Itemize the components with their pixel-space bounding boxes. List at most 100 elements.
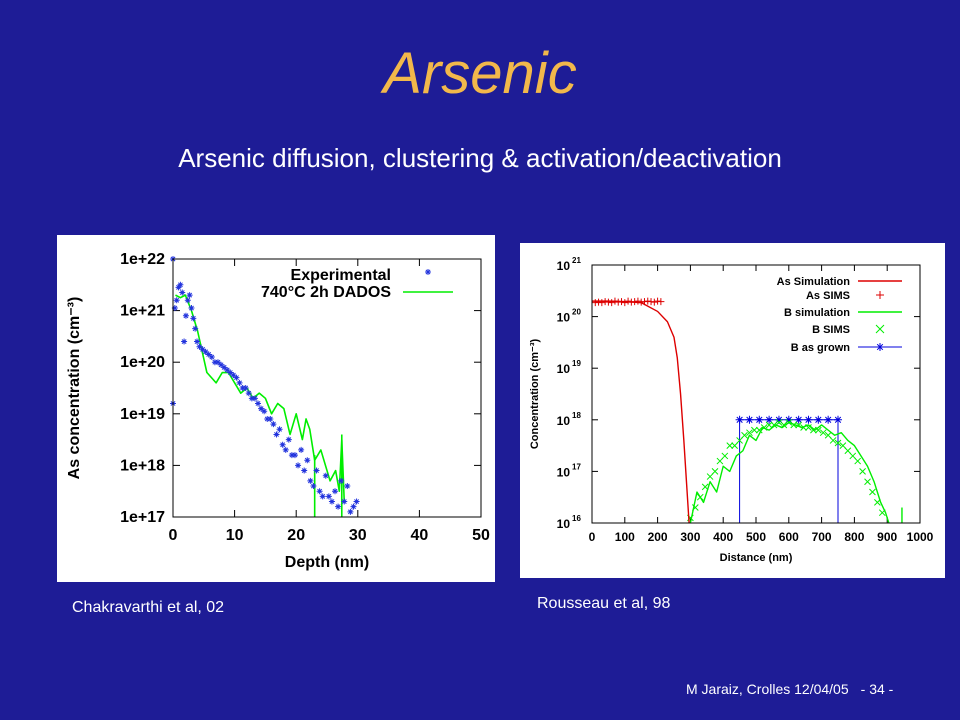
b-sims-point xyxy=(859,468,866,475)
b-sims-point xyxy=(775,419,783,426)
experimental-point xyxy=(255,400,262,407)
b-sims-point xyxy=(839,442,847,449)
y-tick-label: 1e+20 xyxy=(120,354,165,371)
b-as-grown-point xyxy=(765,415,774,424)
x-tick-label: 0 xyxy=(589,530,596,544)
x-tick-label: 800 xyxy=(844,530,864,544)
b-sims-point xyxy=(751,426,758,434)
experimental-point xyxy=(316,488,323,495)
x-tick-label: 600 xyxy=(779,530,799,544)
caption-rousseau: Rousseau et al, 98 xyxy=(537,595,671,612)
y-tick-exponent: 19 xyxy=(572,359,581,368)
x-tick-label: 30 xyxy=(349,527,367,544)
legend-label-simulation: 740°C 2h DADOS xyxy=(261,284,391,301)
as-sims-point xyxy=(591,299,599,307)
as-sims-point xyxy=(618,298,626,306)
legend-label-as-sims: As SIMS xyxy=(806,290,850,302)
as-sims-point xyxy=(604,298,612,306)
experimental-point xyxy=(251,395,258,402)
y-tick-exponent: 18 xyxy=(572,411,581,420)
as-sims-point xyxy=(608,299,616,307)
experimental-point xyxy=(199,346,206,353)
y-tick-exponent: 16 xyxy=(572,514,581,523)
b-sims-point xyxy=(736,437,743,444)
experimental-point xyxy=(182,312,189,319)
b-sims-point xyxy=(770,421,778,429)
experimental-point xyxy=(350,503,357,510)
b-sims-point xyxy=(814,426,822,434)
experimental-point xyxy=(230,372,237,379)
x-tick-label: 700 xyxy=(812,530,832,544)
b-sims-point xyxy=(795,421,802,429)
as-sims-point xyxy=(621,299,629,307)
experimental-point xyxy=(211,359,218,366)
experimental-point xyxy=(332,488,339,495)
y-axis-label: Concentration (cm⁻³) xyxy=(529,339,541,450)
as-sims-point xyxy=(601,298,609,306)
legend-label-as-simulation: As Simulation xyxy=(777,276,851,288)
experimental-point xyxy=(184,297,191,304)
experimental-point xyxy=(285,436,292,443)
y-tick-label: 1e+18 xyxy=(120,457,165,474)
y-tick-exponent: 17 xyxy=(572,462,581,471)
as-sims-point xyxy=(647,298,655,306)
as-sims-point xyxy=(657,298,665,306)
x-tick-label: 1000 xyxy=(907,530,934,544)
legend-marker-b-as-grown xyxy=(876,343,884,351)
b-sims-point xyxy=(721,452,729,460)
x-axis-label: Depth (nm) xyxy=(285,554,369,571)
experimental-point xyxy=(341,498,348,505)
experimental-point xyxy=(177,281,184,288)
b-sims-point xyxy=(844,447,852,455)
x-tick-label: 300 xyxy=(680,530,700,544)
experimental-point xyxy=(291,452,298,459)
legend-label-b-as-grown: B as grown xyxy=(791,342,851,354)
experimental-point xyxy=(298,446,305,453)
as-sims-point xyxy=(598,299,606,307)
experimental-point xyxy=(233,374,240,381)
experimental-point xyxy=(325,493,332,500)
experimental-point xyxy=(261,408,268,415)
b-sims-point xyxy=(691,504,699,511)
experimental-point xyxy=(304,457,311,464)
as-sims-point xyxy=(614,298,622,306)
as-sims-point xyxy=(640,298,648,306)
experimental-point xyxy=(224,366,231,373)
b-sims-point xyxy=(716,457,724,465)
as-sims-point xyxy=(631,298,639,306)
slide-title: Arsenic xyxy=(383,41,577,106)
experimental-point xyxy=(310,483,317,490)
as-sims-point xyxy=(624,297,632,305)
experimental-point xyxy=(270,421,277,428)
experimental-point xyxy=(282,446,289,453)
legend-label-b-sims: B SIMS xyxy=(812,324,850,336)
y-tick-base: 10 xyxy=(557,311,571,325)
experimental-point xyxy=(239,385,246,391)
experimental-point xyxy=(175,284,182,291)
y-tick-base: 10 xyxy=(557,465,571,479)
experimental-point xyxy=(279,441,286,448)
experimental-point xyxy=(288,452,295,459)
b-sims-point xyxy=(869,488,876,496)
b-as-grown-point xyxy=(735,415,744,424)
y-tick-label: 1e+17 xyxy=(120,509,165,526)
y-tick-label: 1e+21 xyxy=(120,303,165,320)
as-sims-point xyxy=(634,297,642,305)
b-sims-point xyxy=(834,439,842,447)
b-sims-point xyxy=(878,509,886,517)
x-tick-label: 900 xyxy=(877,530,897,544)
experimental-point xyxy=(188,305,195,312)
experimental-point xyxy=(227,369,234,376)
as-sims-point xyxy=(644,297,652,305)
legend-marker-experimental xyxy=(425,269,431,275)
y-tick-exponent: 21 xyxy=(572,256,581,265)
experimental-point xyxy=(319,493,326,500)
experimental-point xyxy=(295,462,302,469)
b-as-grown-point xyxy=(755,415,764,424)
slide-subtitle: Arsenic diffusion, clustering & activati… xyxy=(178,143,782,173)
b-as-grown-point xyxy=(784,415,793,424)
depth-profile-svg: 1e+17 1e+18 1e+19 1e+20 1e+21 1e+22 0 10 20 30 40 5… xyxy=(66,251,490,571)
as-sims-point xyxy=(611,297,619,305)
x-tick-label: 40 xyxy=(411,527,429,544)
